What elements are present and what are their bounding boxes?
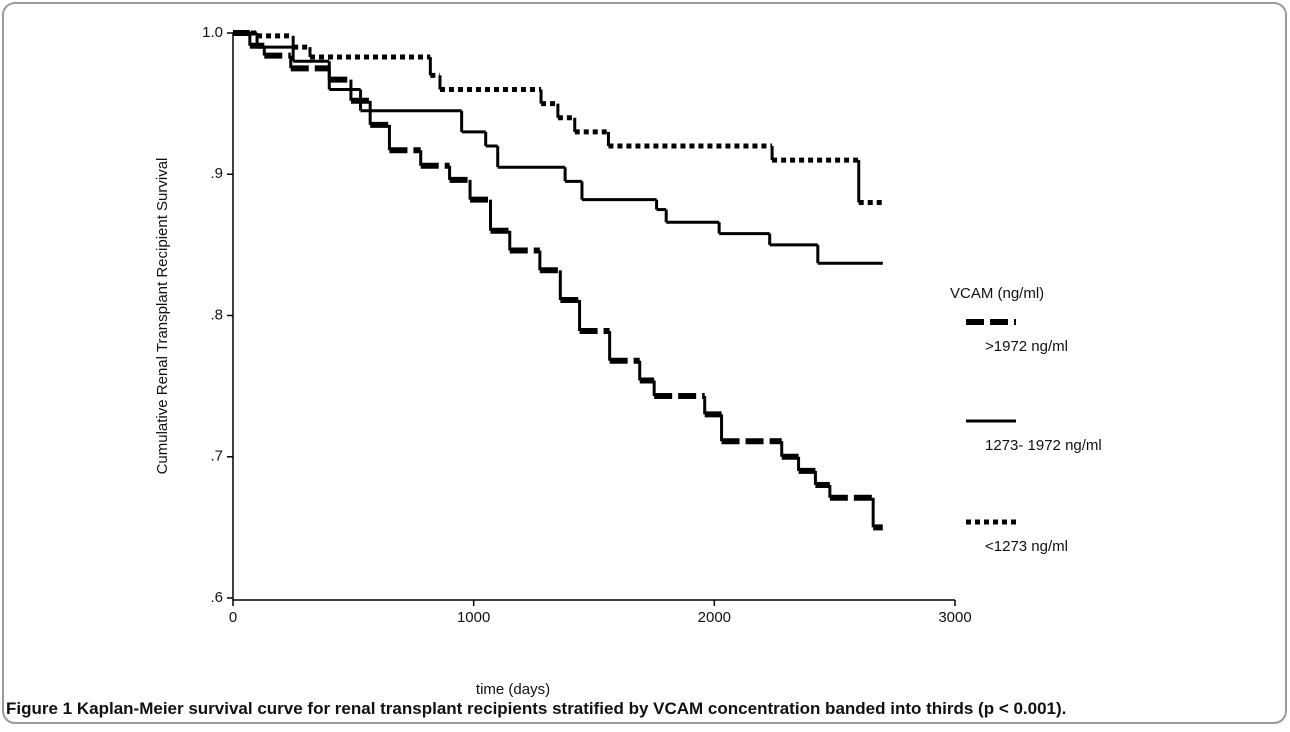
x-tick-label: 2000 xyxy=(698,609,731,626)
x-axis-label: time (days) xyxy=(476,681,550,698)
caption-label: Figure 1 xyxy=(6,699,72,718)
caption: Figure 1 Kaplan-Meier survival curve for… xyxy=(6,699,1066,718)
legend-title: VCAM (ng/ml) xyxy=(950,285,1044,302)
legend-label: <1273 ng/ml xyxy=(985,538,1068,555)
caption-text: Kaplan-Meier survival curve for renal tr… xyxy=(77,699,1067,718)
legend-label: >1972 ng/ml xyxy=(985,338,1068,355)
y-tick-label: .9 xyxy=(210,165,223,182)
legend-label: 1273- 1972 ng/ml xyxy=(985,437,1102,454)
y-tick-label: 1.0 xyxy=(202,24,223,41)
y-tick-label: .8 xyxy=(210,306,223,323)
y-axis-label: Cumulative Renal Transplant Recipient Su… xyxy=(154,158,171,475)
x-tick-label: 1000 xyxy=(457,609,490,626)
y-tick-label: .6 xyxy=(210,589,223,606)
y-tick-label: .7 xyxy=(210,448,223,465)
x-tick-label: 0 xyxy=(229,609,237,626)
x-tick-label: 3000 xyxy=(938,609,971,626)
